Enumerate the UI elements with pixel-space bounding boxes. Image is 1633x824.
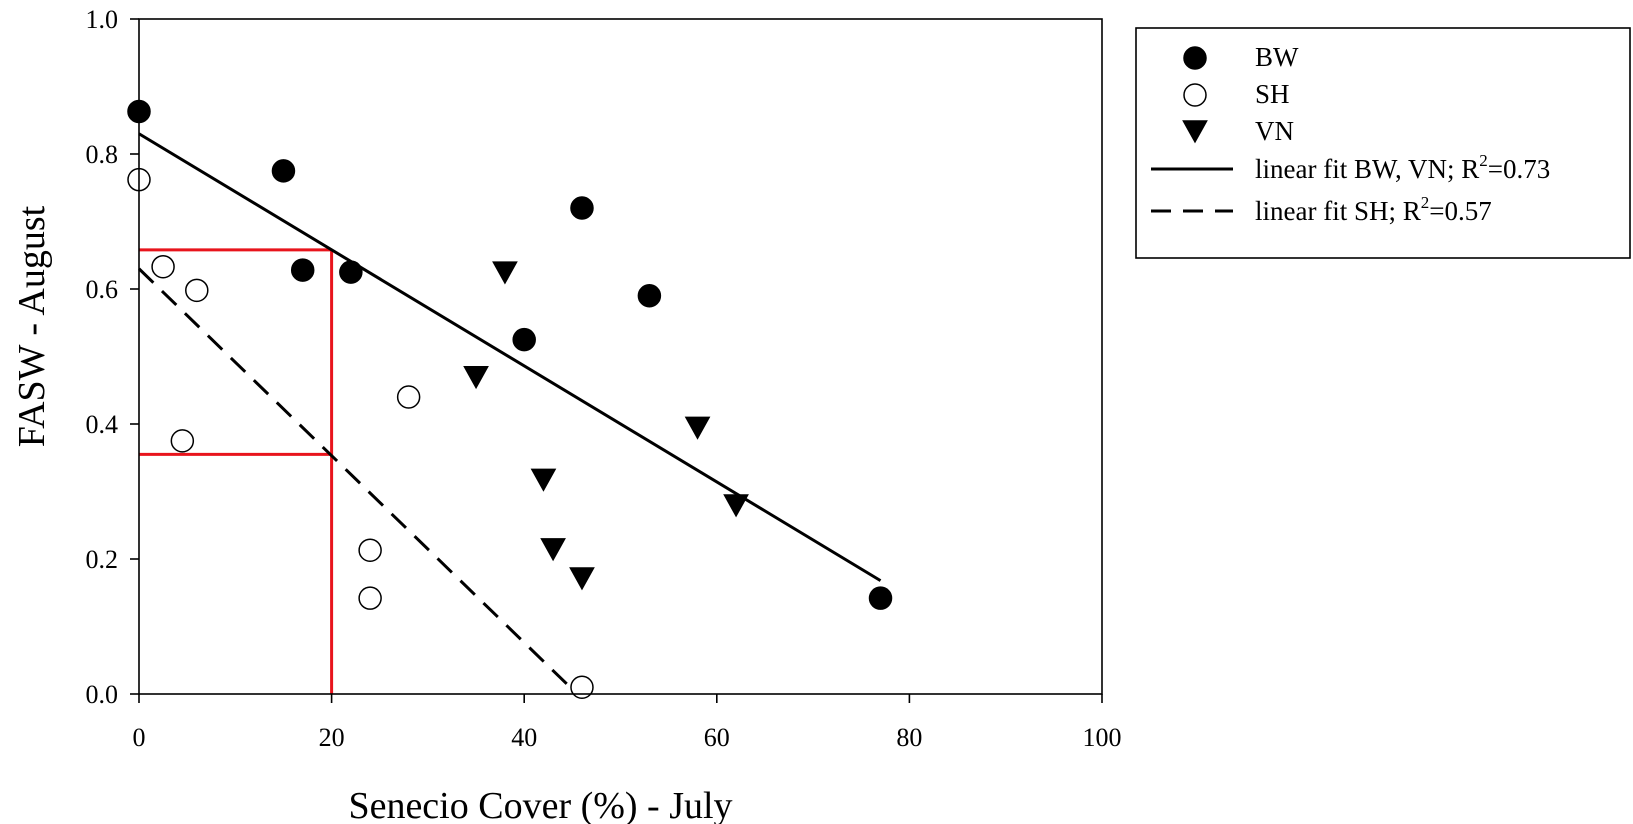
legend-symbol-vn	[1182, 120, 1208, 144]
legend-entry-bw: BW	[1183, 42, 1299, 72]
y-axis-title: FASW - August	[11, 205, 53, 447]
series-bw	[127, 99, 893, 610]
point-sh	[185, 278, 209, 303]
y-tick-label: 0.6	[86, 275, 119, 304]
legend-entry-vn: VN	[1182, 116, 1294, 146]
x-tick-label: 60	[704, 723, 730, 752]
axes: 0 20 40 60 80 100 0.0 0.2 0.4 0.6 0.8 1.0 Senecio Co…	[11, 5, 1122, 824]
point-bw	[290, 258, 315, 282]
point-sh	[570, 675, 594, 699]
point-bw	[271, 159, 296, 183]
point-sh	[170, 429, 195, 453]
point-vn	[684, 416, 711, 440]
legend: BW SH VN linear fit BW, VN; R2=0.73 linear f…	[1135, 27, 1631, 259]
point-bw	[868, 586, 893, 610]
point-bw	[339, 260, 363, 284]
point-sh	[151, 254, 175, 279]
x-tick-label: 40	[511, 723, 537, 752]
legend-label-bw: BW	[1255, 42, 1299, 72]
y-tick-label: 0.2	[86, 545, 119, 574]
x-tick-label: 0	[133, 723, 146, 752]
point-vn	[530, 468, 557, 492]
legend-box	[1135, 27, 1631, 259]
point-bw	[512, 327, 536, 352]
series-vn	[463, 261, 749, 591]
point-vn	[540, 538, 566, 562]
legend-label-fit: linear fit SH; R2=0.57	[1255, 193, 1492, 226]
legend-entry-fit-bw-vn: linear fit BW, VN; R2=0.73	[1151, 151, 1550, 184]
x-tick-label: 20	[319, 723, 345, 752]
legend-symbol-bw	[1183, 46, 1207, 70]
fit-line-sh	[137, 267, 579, 696]
legend-label-sh: SH	[1255, 79, 1290, 109]
point-vn	[492, 261, 518, 285]
y-tick-label: 0.4	[86, 410, 119, 439]
legend-label-fit: linear fit BW, VN; R2=0.73	[1255, 151, 1550, 184]
point-sh	[358, 538, 382, 562]
point-vn	[569, 567, 595, 591]
y-tick-label: 0.8	[86, 140, 119, 169]
fit-line-bw-vn	[138, 132, 882, 582]
point-bw	[637, 284, 662, 308]
legend-symbol-sh	[1183, 83, 1207, 107]
y-tick-label: 0.0	[86, 680, 119, 709]
x-tick-label: 80	[896, 723, 922, 752]
point-sh	[396, 385, 421, 409]
legend-label-vn: VN	[1255, 116, 1294, 146]
point-vn	[463, 366, 489, 390]
x-tick-label: 100	[1083, 723, 1122, 752]
legend-entry-fit-sh: linear fit SH; R2=0.57	[1151, 193, 1492, 226]
x-axis-title: Senecio Cover (%) - July	[348, 785, 732, 824]
point-bw	[570, 196, 594, 220]
legend-entry-sh: SH	[1183, 79, 1290, 109]
plot-frame	[138, 18, 1103, 695]
point-sh	[358, 586, 382, 610]
plot-area	[127, 99, 893, 699]
series-sh	[127, 167, 594, 699]
point-vn	[723, 494, 749, 518]
y-tick-label: 1.0	[86, 5, 119, 34]
